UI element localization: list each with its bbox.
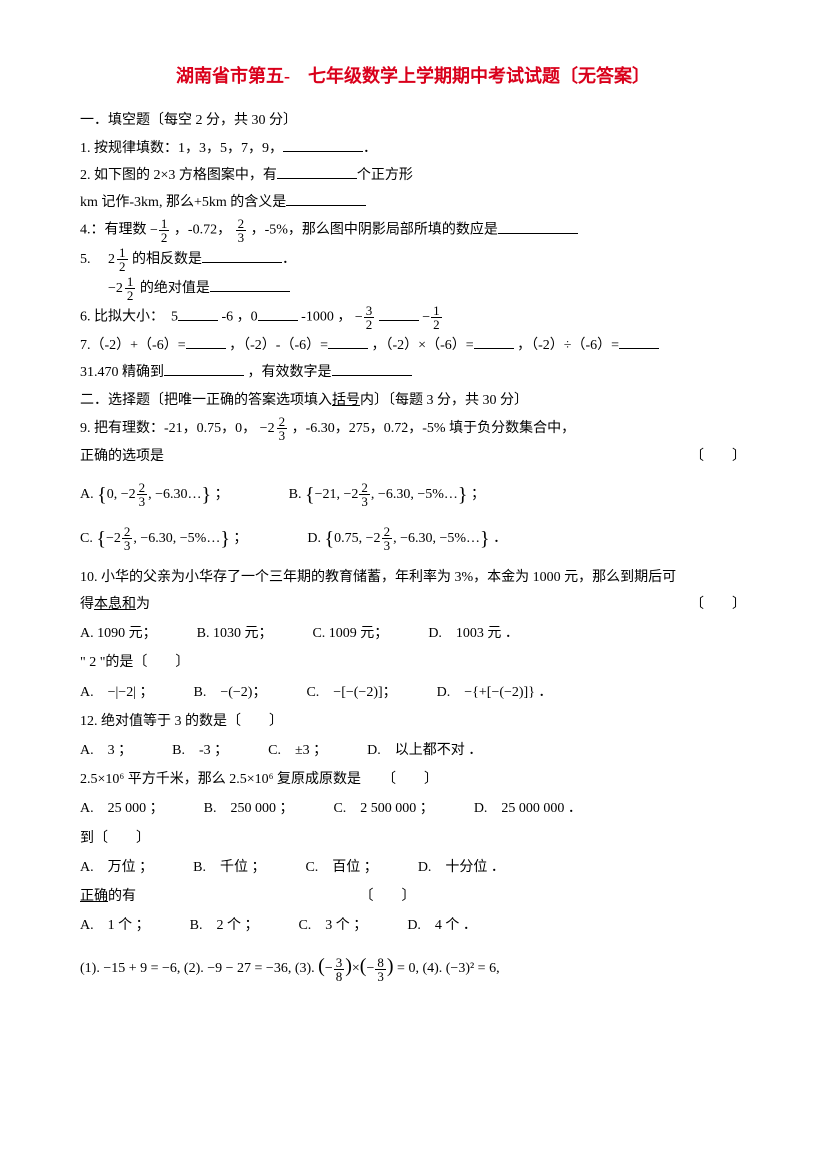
q9: 9. 把有理数：-21，0.75，0， −223 ，-6.30，275，0.72… bbox=[80, 415, 746, 442]
q5: 5. 212 的相反数是． bbox=[80, 246, 746, 273]
q9-row1: A. {0, −223, −6.30…} ； B. {−21, −223, −6… bbox=[80, 477, 746, 513]
q4: 4.：有理数 −12 ，-0.72， 23 ，-5%，那么图中阴影局部所填的数应… bbox=[80, 217, 746, 244]
q1: 1. 按规律填数：1，3，5，7，9，． bbox=[80, 136, 746, 161]
q3: km 记作-3km, 那么+5km 的含义是 bbox=[80, 190, 746, 215]
blank bbox=[498, 219, 578, 234]
blank bbox=[286, 191, 366, 206]
q6: 6. 比拟大小： 5 -6 ，0 -1000 ， −32 −12 bbox=[80, 304, 746, 331]
section2-header: 二．选择题〔把唯一正确的答案选项填入括号内〕〔每题 3 分，共 30 分〕 bbox=[80, 388, 746, 413]
q15: 正确的有 〔 〕 bbox=[80, 884, 746, 909]
q11-opts: A. −|−2| ；B. −(−2)；C. −[−(−2)]；D. −{+[−(… bbox=[80, 680, 746, 705]
q9-row2: C. {−223, −6.30, −5%…} ； D. {0.75, −223,… bbox=[80, 521, 746, 557]
q11-stem: " 2 "的是〔 〕 bbox=[80, 650, 746, 675]
q7: 7.（-2）+（-6）= ，（-2）-（-6）= ，（-2）×（-6）= ，（-… bbox=[80, 333, 746, 358]
q10: 10. 小华的父亲为小华存了一个三年期的教育储蓄，年利率为 3%，本金为 100… bbox=[80, 565, 746, 590]
q10b: 得本息和为 〔 〕 bbox=[80, 592, 746, 617]
q13: 2.5×10⁶ 平方千米，那么 2.5×10⁶ 复原成原数是 〔 〕 bbox=[80, 767, 746, 792]
q8: 31.470 精确到 ，有效数字是 bbox=[80, 360, 746, 385]
section1-header: 一．填空题〔每空 2 分，共 30 分〕 bbox=[80, 108, 746, 133]
q5b: −212 的绝对值是 bbox=[80, 275, 746, 302]
q14-opts: A. 万位 ；B. 千位 ；C. 百位 ；D. 十分位 ． bbox=[80, 855, 746, 880]
blank bbox=[202, 248, 282, 263]
q14: 到〔 〕 bbox=[80, 826, 746, 851]
q15-opts: A. 1 个 ；B. 2 个 ；C. 3 个 ；D. 4 个 ． bbox=[80, 913, 746, 938]
q9-stem: 正确的选项是 〔 〕 bbox=[80, 444, 746, 469]
eq-line: (1). −15 + 9 = −6, (2). −9 − 27 = −36, (… bbox=[80, 948, 746, 984]
blank bbox=[283, 137, 363, 152]
blank bbox=[210, 277, 290, 292]
q12: 12. 绝对值等于 3 的数是〔 〕 bbox=[80, 709, 746, 734]
q12-opts: A. 3 ；B. -3 ；C. ±3 ；D. 以上都不对 ． bbox=[80, 738, 746, 763]
q13-opts: A. 25 000 ；B. 250 000 ；C. 2 500 000 ；D. … bbox=[80, 796, 746, 821]
page-title: 湖南省市第五- 七年级数学上学期期中考试试题〔无答案〕 bbox=[80, 60, 746, 92]
blank bbox=[277, 164, 357, 179]
q2: 2. 如下图的 2×3 方格图案中，有个正方形 bbox=[80, 163, 746, 188]
q10-opts: A. 1090 元；B. 1030 元；C. 1009 元；D. 1003 元 … bbox=[80, 621, 746, 646]
